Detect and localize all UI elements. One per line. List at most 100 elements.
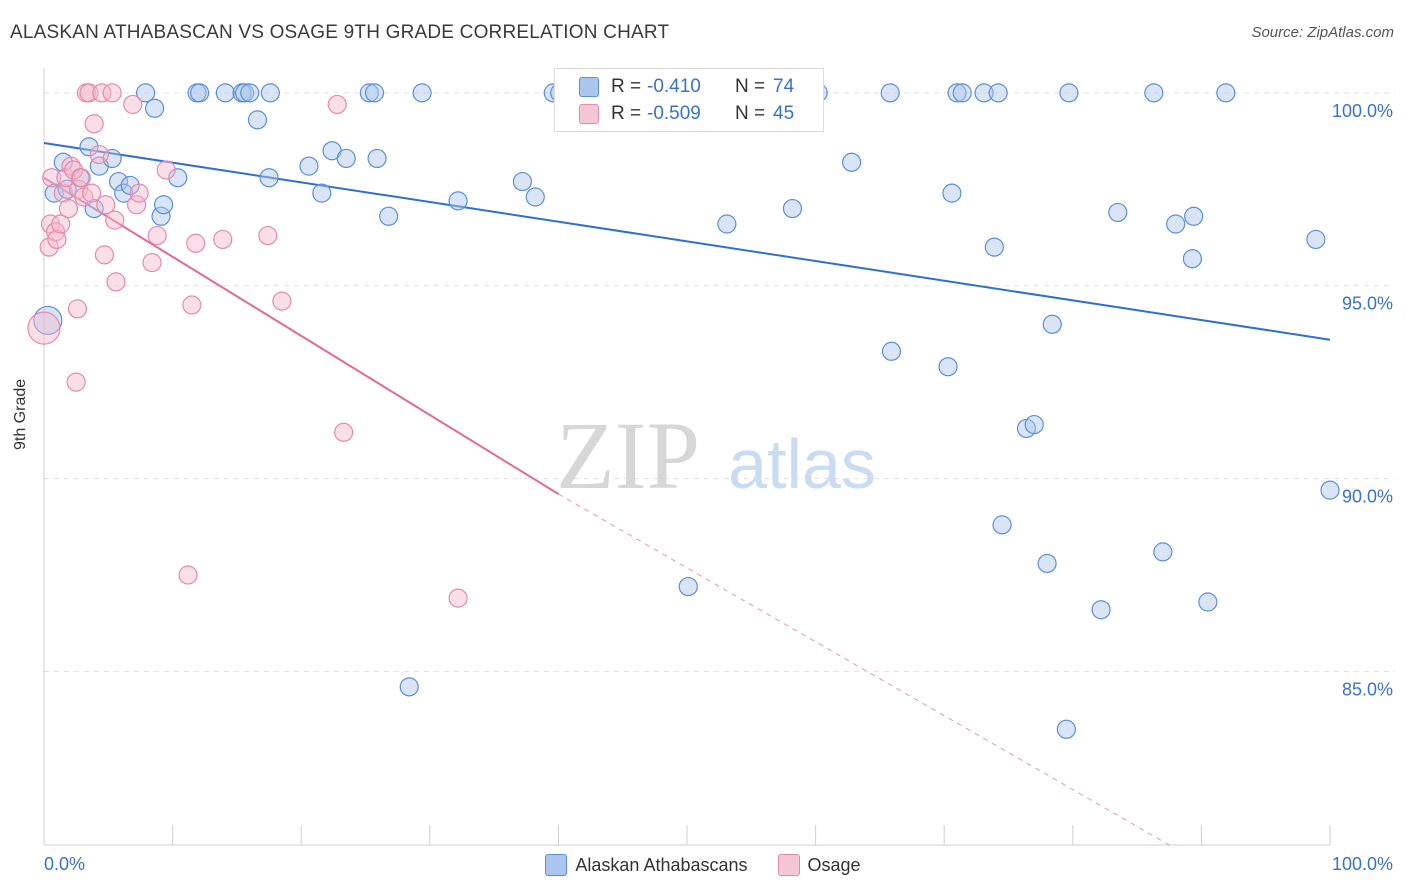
point-alaskan-athabascans xyxy=(717,214,737,234)
point-alaskan-athabascans xyxy=(168,168,188,188)
point-osage xyxy=(71,168,91,188)
point-alaskan-athabascans xyxy=(1037,553,1057,574)
trend-line-osage-extension xyxy=(558,493,1170,846)
point-alaskan-athabascans xyxy=(952,83,972,103)
point-osage xyxy=(92,83,112,103)
point-alaskan-athabascans xyxy=(299,156,319,176)
point-alaskan-athabascans xyxy=(359,83,379,103)
point-osage xyxy=(84,114,104,134)
legend-label: Osage xyxy=(807,854,861,875)
point-alaskan-athabascans xyxy=(974,83,994,103)
point-osage xyxy=(129,183,149,203)
point-alaskan-athabascans xyxy=(880,83,900,103)
point-alaskan-athabascans xyxy=(1198,592,1218,612)
point-osage xyxy=(178,565,198,585)
point-osage xyxy=(106,272,126,292)
point-alaskan-athabascans xyxy=(102,148,122,169)
source-label: Source: ZipAtlas.com xyxy=(1251,24,1394,41)
trend-line-alaskan-athabascans xyxy=(43,142,1331,341)
point-alaskan-athabascans xyxy=(190,83,210,103)
trend-line-osage xyxy=(43,176,559,495)
point-alaskan-athabascans xyxy=(1306,229,1326,250)
point-osage xyxy=(448,588,468,608)
stats-box: R = -0.410 N = 74 R = -0.509 N = 45 xyxy=(554,68,824,132)
point-alaskan-athabascans xyxy=(1042,314,1062,334)
x-tick-label: 0.0% xyxy=(44,854,85,874)
chart-title: ALASKAN ATHABASCAN VS OSAGE 9TH GRADE CO… xyxy=(10,22,670,43)
point-alaskan-athabascans xyxy=(367,148,387,169)
point-osage xyxy=(186,233,206,253)
r-value: -0.509 xyxy=(647,103,701,124)
point-alaskan-athabascans xyxy=(992,515,1012,535)
watermark-zip: ZIP xyxy=(556,402,700,509)
point-alaskan-athabascans xyxy=(235,83,255,103)
point-alaskan-athabascans xyxy=(1091,600,1111,620)
point-osage xyxy=(327,94,347,115)
r-value: -0.410 xyxy=(647,76,701,97)
n-value: 45 xyxy=(773,103,795,124)
point-alaskan-athabascans xyxy=(1153,542,1173,562)
legend-item-alaskan-athabascans[interactable]: Alaskan Athabascans xyxy=(545,854,748,876)
point-alaskan-athabascans xyxy=(153,195,174,215)
trend-lines xyxy=(43,142,1331,846)
x-tick-label: 100.0% xyxy=(1332,854,1393,874)
point-alaskan-athabascans xyxy=(312,183,332,203)
point-alaskan-athabascans xyxy=(842,152,862,172)
point-alaskan-athabascans xyxy=(881,341,902,361)
point-alaskan-athabascans xyxy=(947,83,967,103)
y-tick-label: 95.0% xyxy=(1342,294,1393,314)
point-alaskan-athabascans xyxy=(379,206,399,226)
r-label: R = xyxy=(611,103,642,124)
point-alaskan-athabascans xyxy=(336,148,356,169)
point-osage xyxy=(94,245,115,265)
point-alaskan-athabascans xyxy=(1166,214,1186,234)
point-alaskan-athabascans xyxy=(259,168,279,188)
tick-labels: 100.0% 95.0% 90.0% 85.0% 0.0% 100.0% xyxy=(44,101,1393,874)
point-alaskan-athabascans xyxy=(448,191,468,211)
point-alaskan-athabascans xyxy=(247,110,268,130)
point-osage xyxy=(89,144,109,165)
y-tick-label: 100.0% xyxy=(1332,101,1393,121)
point-osage xyxy=(272,291,292,311)
n-value: 74 xyxy=(773,76,795,97)
point-alaskan-athabascans xyxy=(1144,83,1164,103)
point-osage xyxy=(258,225,278,246)
legend-swatch-pink xyxy=(777,854,800,876)
point-alaskan-athabascans xyxy=(108,171,129,192)
point-osage xyxy=(213,229,233,250)
point-alaskan-athabascans xyxy=(782,198,803,219)
legend-label: Alaskan Athabascans xyxy=(575,854,748,875)
point-osage xyxy=(63,160,84,180)
point-osage xyxy=(58,198,79,219)
point-alaskan-athabascans xyxy=(364,83,385,103)
point-alaskan-athabascans xyxy=(1320,480,1340,500)
point-osage xyxy=(67,299,88,319)
point-alaskan-athabascans xyxy=(260,83,280,103)
point-alaskan-athabascans xyxy=(1059,83,1079,103)
point-alaskan-athabascans xyxy=(412,83,432,103)
point-osage xyxy=(142,252,162,273)
point-osage xyxy=(81,183,102,203)
point-alaskan-athabascans xyxy=(1024,414,1044,435)
point-osage xyxy=(147,225,167,246)
legend: Alaskan Athabascans Osage xyxy=(0,852,1406,878)
point-alaskan-athabascans xyxy=(525,187,545,207)
legend-item-osage[interactable]: Osage xyxy=(777,854,861,876)
point-alaskan-athabascans xyxy=(240,83,260,103)
point-osage xyxy=(42,168,62,188)
point-osage xyxy=(182,295,202,315)
point-osage xyxy=(334,422,354,442)
point-alaskan-athabascans xyxy=(942,183,962,203)
point-alaskan-athabascans xyxy=(135,83,156,103)
point-alaskan-athabascans xyxy=(33,305,63,336)
legend-swatch-blue xyxy=(545,854,568,876)
point-alaskan-athabascans xyxy=(1216,83,1236,103)
point-alaskan-athabascans xyxy=(938,357,958,377)
point-alaskan-athabascans xyxy=(678,576,698,597)
point-alaskan-athabascans xyxy=(151,206,171,226)
point-osage xyxy=(66,372,86,392)
point-alaskan-athabascans xyxy=(512,171,532,192)
point-alaskan-athabascans xyxy=(144,98,165,118)
point-osage xyxy=(102,83,122,103)
